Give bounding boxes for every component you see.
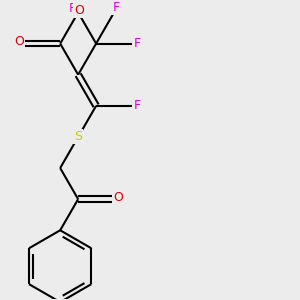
Text: O: O [14,35,24,48]
Text: O: O [113,191,123,204]
Text: F: F [69,2,76,15]
Text: F: F [112,1,119,13]
Text: F: F [134,99,141,112]
Text: S: S [74,130,82,143]
Text: O: O [74,4,84,17]
Text: F: F [134,37,141,50]
